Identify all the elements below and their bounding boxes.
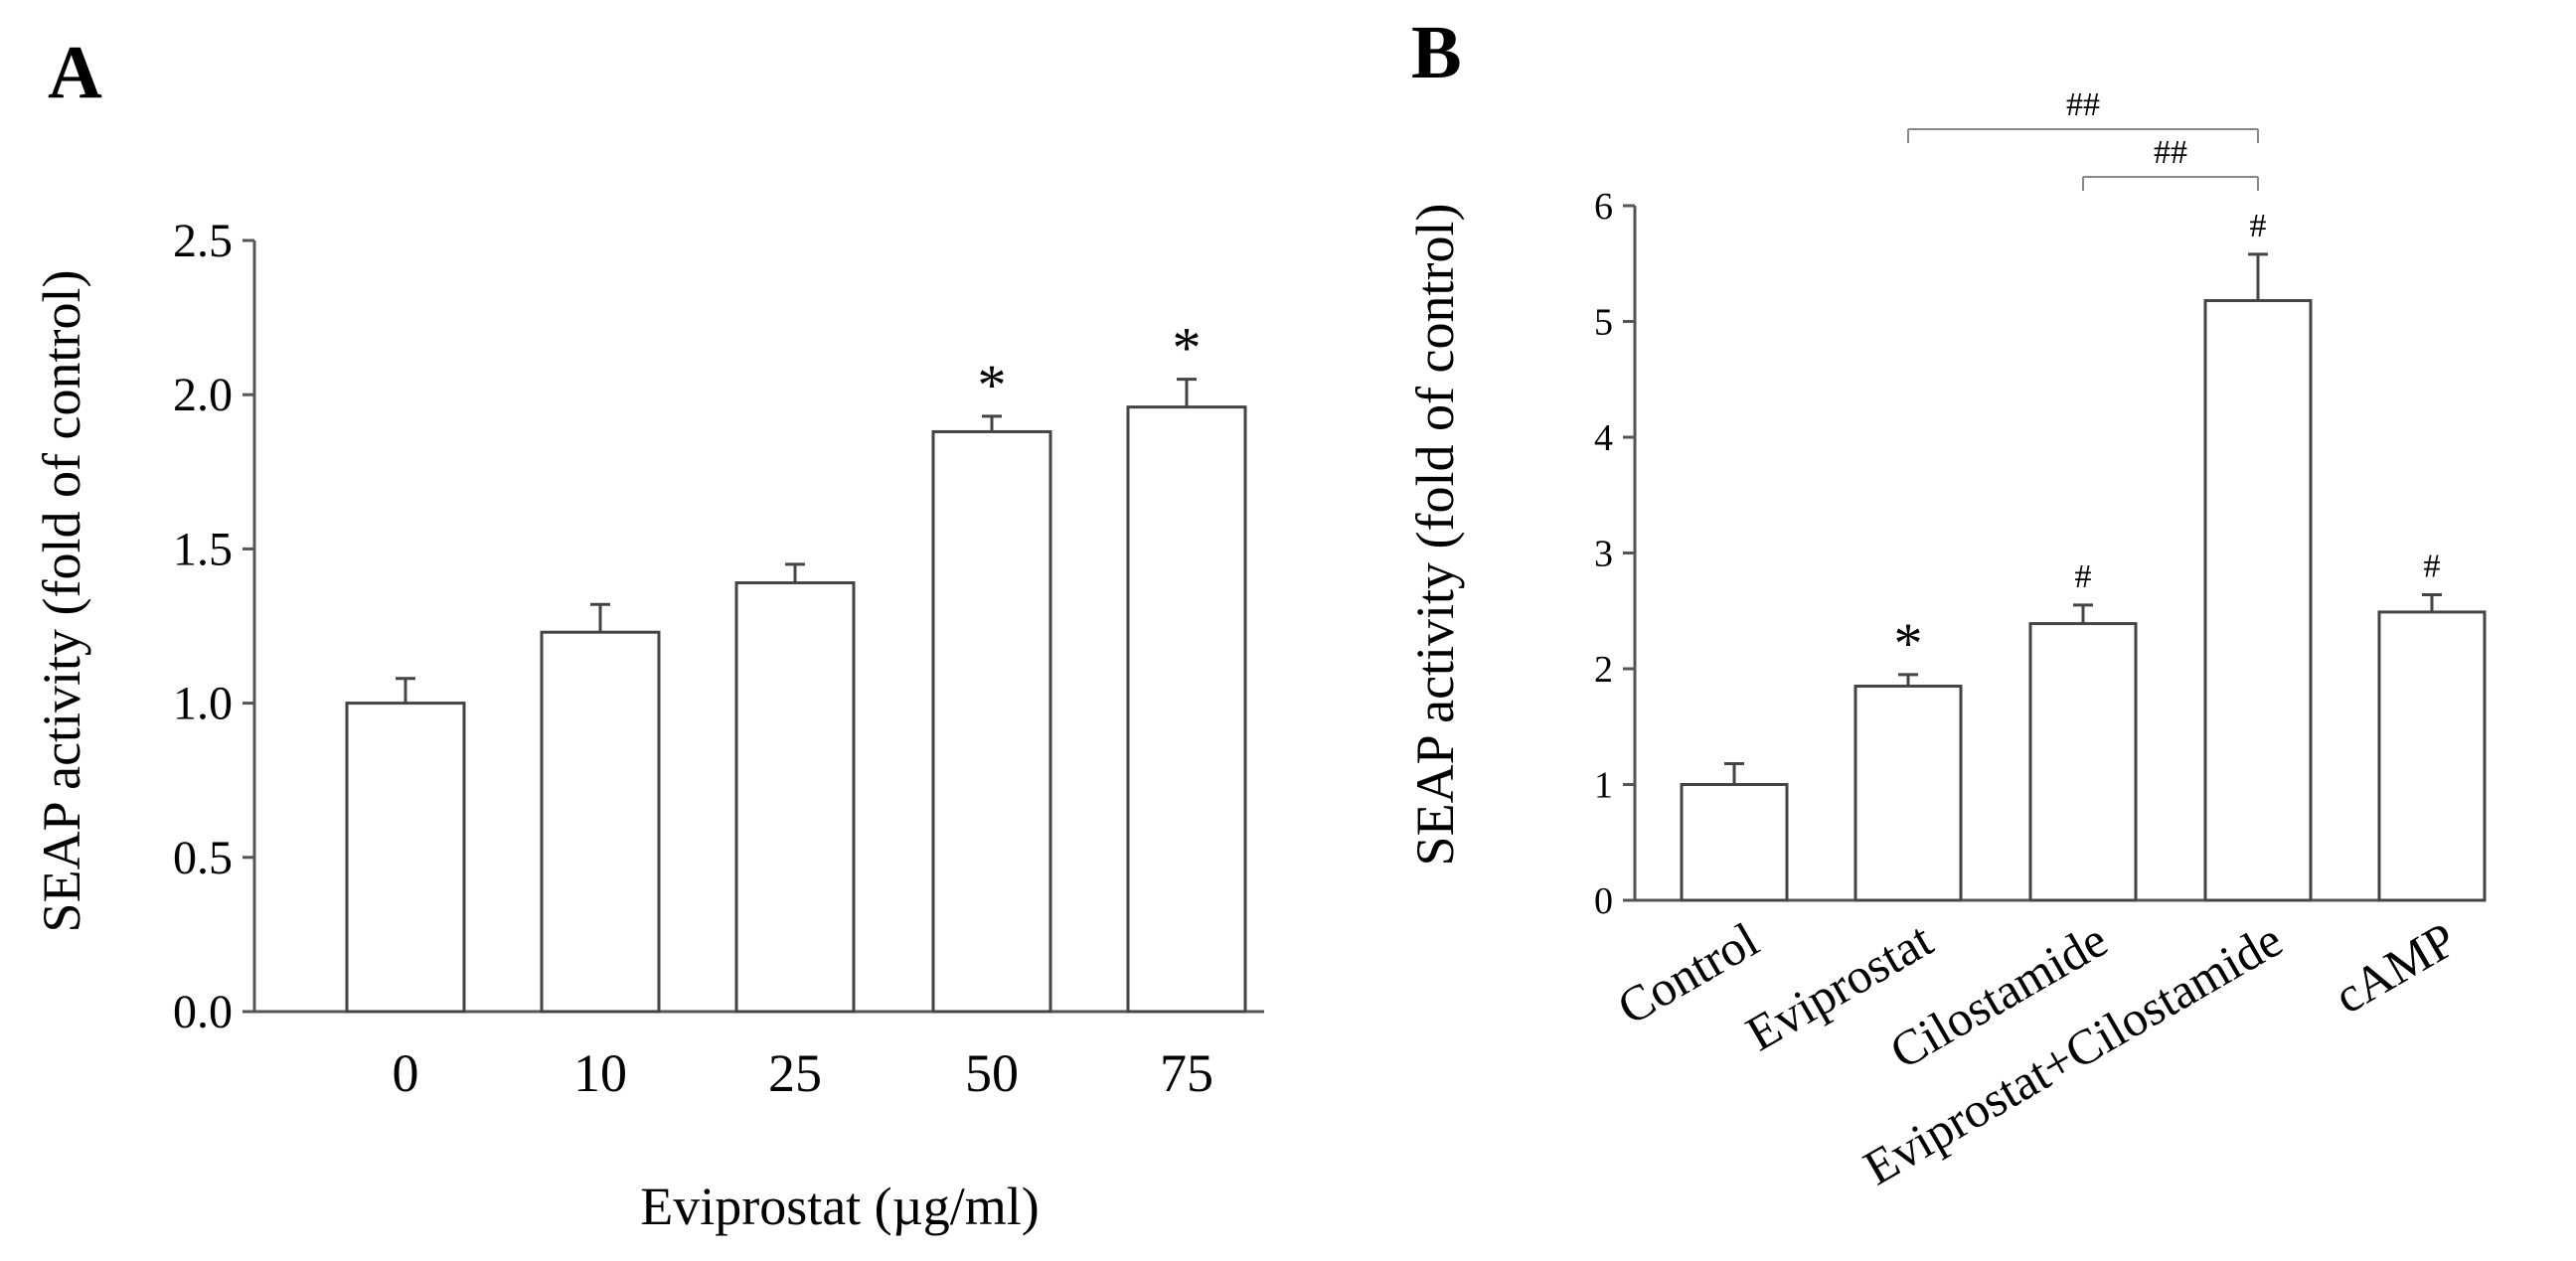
x-category-label: 0 [393,1043,419,1103]
bar [345,702,466,1014]
y-tick-label: 1.5 [173,523,233,575]
significance-marker: # [2250,208,2267,244]
panel-b-y-axis-label: SEAP activity (fold of control) [1405,204,1465,867]
y-tick-label: 0.5 [173,832,233,884]
bar [1126,405,1247,1014]
bar [1853,684,1963,902]
y-tick-label: 4 [1594,417,1613,459]
y-tick-label: 2.5 [173,215,233,267]
bar [931,429,1052,1014]
y-tick-label: 5 [1594,302,1613,344]
significance-marker: * [978,353,1007,417]
panel-b-chart: B SEAP activity (fold of control) 0 1 2 3 4 5… [1405,11,2487,1195]
significance-marker: # [2075,558,2092,595]
significance-marker: * [1894,611,1923,676]
panel-a-y-axis-label: SEAP activity (fold of control) [32,270,91,933]
bar [734,581,856,1014]
bar [2203,299,2313,902]
y-tick-label: 1 [1594,765,1613,807]
y-tick-label: 2 [1594,649,1613,691]
comparison-label: ## [2154,134,2187,171]
panel-a-chart: A SEAP activity (fold of control) Evipro… [32,31,1264,1236]
y-tick-label: 0 [1594,880,1613,922]
bar [540,630,661,1014]
bar [2377,610,2487,902]
x-category-label: 25 [768,1043,822,1103]
y-tick-label: 1.0 [173,678,233,730]
comparison-label: ## [2066,86,2100,123]
x-category-label: 75 [1160,1043,1213,1103]
significance-marker: # [2424,548,2441,584]
panel-a-letter: A [48,31,102,114]
panel-a-x-axis-label: Eviprostat (µg/ml) [640,1177,1040,1236]
panel-b-letter: B [1411,11,1462,94]
x-category-label: 50 [965,1043,1019,1103]
significance-marker: * [1173,316,1202,381]
x-category-label: cAMP [2325,911,2465,1025]
y-tick-label: 3 [1594,534,1613,575]
y-tick-label: 2.0 [173,369,233,421]
y-tick-label: 0.0 [173,986,233,1038]
bar [2028,622,2138,902]
x-category-label: 10 [573,1043,627,1103]
bar [1680,783,1789,902]
y-tick-label: 6 [1594,186,1613,228]
